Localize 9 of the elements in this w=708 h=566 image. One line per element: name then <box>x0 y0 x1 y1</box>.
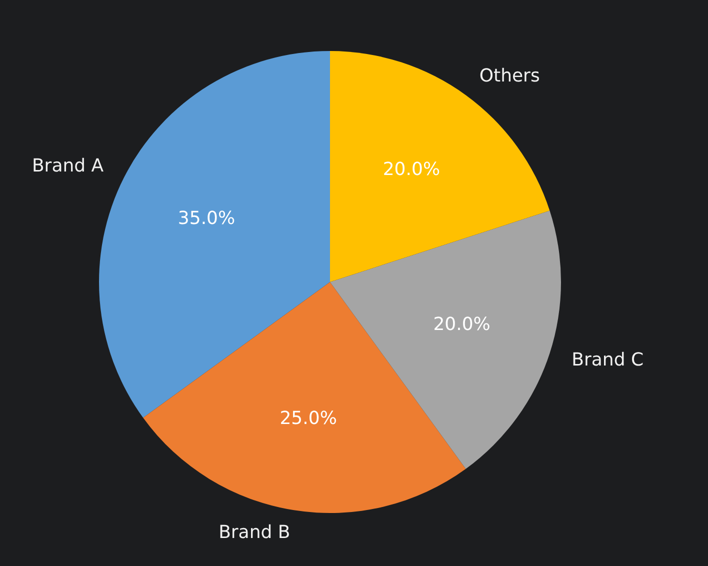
slice-label: Brand A <box>32 156 104 177</box>
slice-label: Brand B <box>218 522 290 543</box>
data-label: 20.0% <box>382 158 440 180</box>
data-label: 25.0% <box>280 408 337 429</box>
data-label: 35.0% <box>178 208 236 229</box>
pie-slice <box>330 51 550 282</box>
slice-label: Others <box>479 65 540 86</box>
data-label: 20.0% <box>433 314 490 335</box>
slice-label: Brand C <box>572 349 644 370</box>
